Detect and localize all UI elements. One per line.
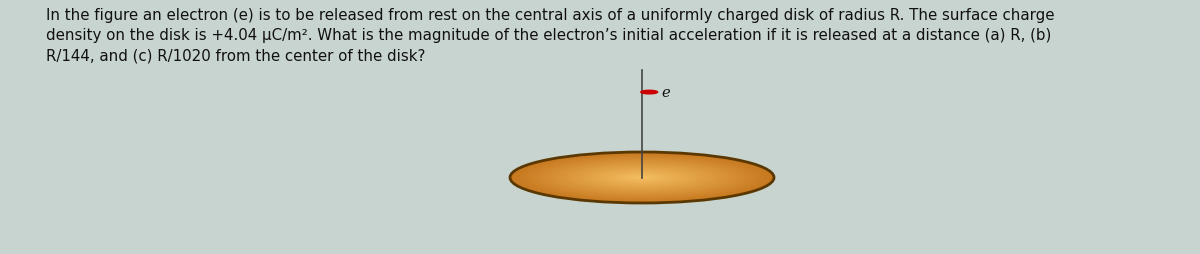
Ellipse shape <box>570 164 715 192</box>
Ellipse shape <box>632 176 652 180</box>
Ellipse shape <box>536 157 748 198</box>
Ellipse shape <box>559 162 725 194</box>
Ellipse shape <box>566 163 718 193</box>
Ellipse shape <box>540 158 744 198</box>
Ellipse shape <box>629 175 655 180</box>
Ellipse shape <box>593 168 691 187</box>
Ellipse shape <box>572 165 712 191</box>
Ellipse shape <box>599 170 685 186</box>
Ellipse shape <box>517 154 768 202</box>
Ellipse shape <box>612 172 672 183</box>
Ellipse shape <box>595 169 689 187</box>
Ellipse shape <box>589 168 695 188</box>
Ellipse shape <box>523 155 761 201</box>
Text: e: e <box>661 86 670 100</box>
Ellipse shape <box>583 166 702 189</box>
Ellipse shape <box>533 157 751 199</box>
Text: In the figure an electron (e) is to be released from rest on the central axis of: In the figure an electron (e) is to be r… <box>46 8 1054 63</box>
Ellipse shape <box>610 171 674 184</box>
Ellipse shape <box>636 177 649 179</box>
Ellipse shape <box>623 174 662 182</box>
Ellipse shape <box>510 152 774 203</box>
Ellipse shape <box>553 161 731 195</box>
Ellipse shape <box>563 163 721 193</box>
Ellipse shape <box>514 153 770 203</box>
Ellipse shape <box>546 160 738 196</box>
Ellipse shape <box>619 173 665 182</box>
Ellipse shape <box>586 167 698 188</box>
Ellipse shape <box>527 155 757 200</box>
Ellipse shape <box>576 165 708 190</box>
Ellipse shape <box>606 171 678 185</box>
Ellipse shape <box>602 170 682 185</box>
Ellipse shape <box>557 161 727 194</box>
Ellipse shape <box>530 156 755 199</box>
Ellipse shape <box>542 159 742 197</box>
Ellipse shape <box>550 160 734 196</box>
Ellipse shape <box>638 177 646 178</box>
Circle shape <box>641 91 658 94</box>
Ellipse shape <box>616 173 668 183</box>
Ellipse shape <box>520 154 764 201</box>
Ellipse shape <box>625 175 659 181</box>
Ellipse shape <box>580 166 704 190</box>
